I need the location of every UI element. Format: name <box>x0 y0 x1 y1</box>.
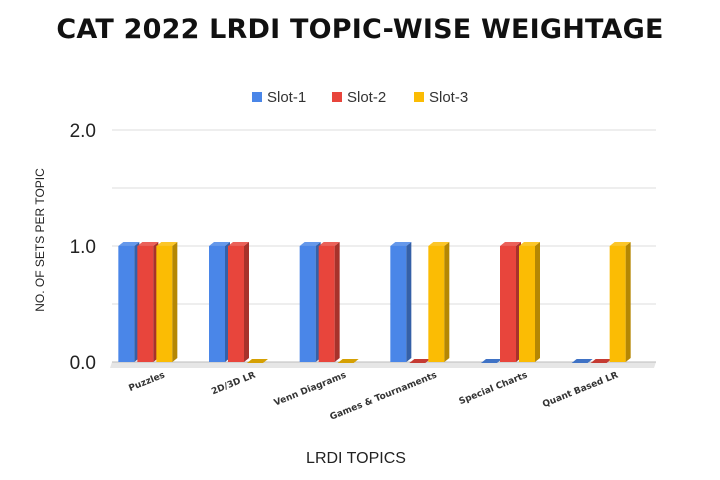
bar-slot-3-5 <box>519 242 540 362</box>
x-category-label: Special Charts <box>458 371 529 408</box>
bar-slot-3-3 <box>337 359 359 363</box>
bar-slot-1-6 <box>571 359 593 363</box>
bar-slot-1-2 <box>209 242 230 362</box>
bars <box>118 242 631 363</box>
bar-slot-1-4 <box>390 242 412 362</box>
bar-slot-2-1 <box>137 242 159 362</box>
bar-slot-3-4 <box>428 242 450 362</box>
y-tick-label: 1.0 <box>70 237 96 258</box>
legend-label: Slot-2 <box>347 89 386 106</box>
x-category-label: Venn Diagrams <box>273 371 348 409</box>
legend-label: Slot-3 <box>429 89 468 106</box>
bar-slot-3-6 <box>609 242 631 362</box>
y-axis-label: NO. OF SETS PER TOPIC <box>33 168 47 312</box>
bar-slot-1-3 <box>299 242 321 362</box>
x-category-label: Quant Based LR <box>541 370 620 409</box>
y-tick-label: 2.0 <box>70 121 96 142</box>
bar-slot-2-3 <box>318 242 340 362</box>
chart-title: CAT 2022 LRDI TOPIC-WISE WEIGHTAGE <box>56 14 664 45</box>
bar-slot-1-1 <box>118 242 140 362</box>
y-tick-label: 0.0 <box>70 353 96 374</box>
x-category-label: Puzzles <box>127 371 166 395</box>
bar-slot-1-5 <box>481 359 502 363</box>
bar-slot-2-4 <box>409 359 431 363</box>
x-axis-label: LRDI TOPICS <box>306 450 406 467</box>
legend: Slot-1 Slot-2 Slot-3 <box>252 89 468 106</box>
bar-slot-2-5 <box>500 242 521 362</box>
bar-slot-2-6 <box>590 359 612 363</box>
floor-surface <box>110 362 656 368</box>
gridlines <box>112 129 656 363</box>
x-category-label: 2D/3D LR <box>210 370 257 397</box>
y-axis-ticks: 0.0 1.0 2.0 <box>70 121 96 374</box>
legend-label: Slot-1 <box>267 89 306 106</box>
chart-floor <box>110 361 656 368</box>
legend-swatch <box>414 92 424 102</box>
legend-swatch <box>252 92 262 102</box>
legend-swatch <box>332 92 342 102</box>
bar-slot-3-1 <box>156 242 178 362</box>
bar-slot-2-2 <box>228 242 249 362</box>
bar-slot-3-2 <box>247 359 268 363</box>
